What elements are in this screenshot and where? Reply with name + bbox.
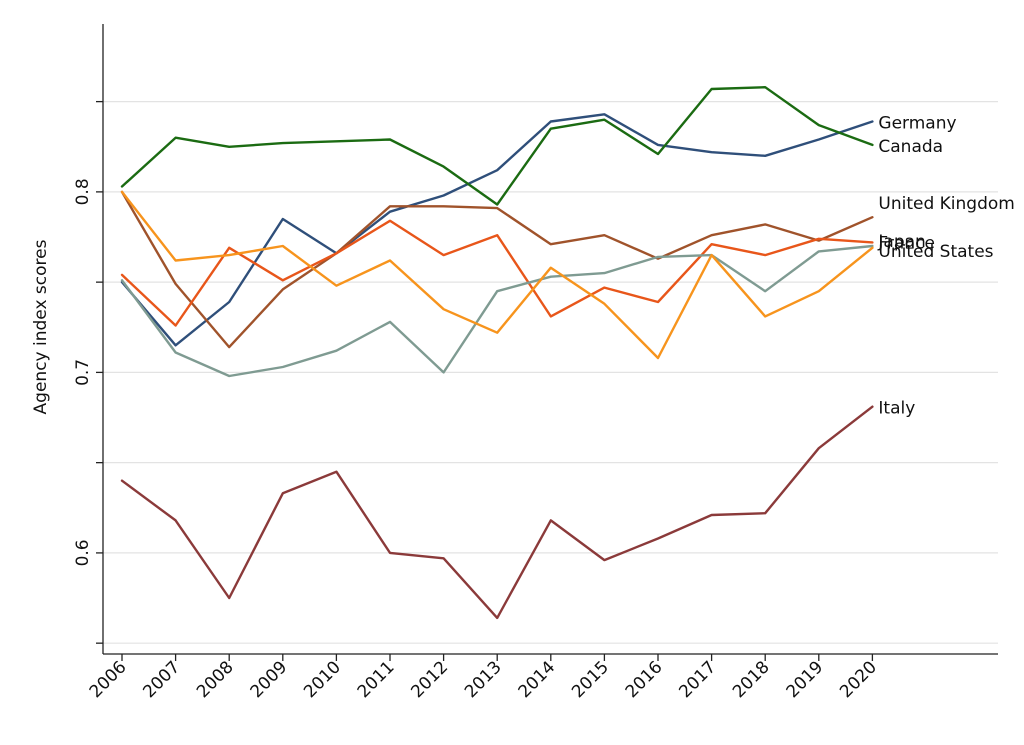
- x-tick-label: 2011: [354, 657, 399, 702]
- series-label-france: France: [878, 233, 935, 253]
- y-tick-label: 0.7: [73, 359, 93, 386]
- x-tick-label: 2012: [407, 657, 452, 702]
- y-axis-title: Agency index scores: [31, 239, 51, 414]
- series-line-united-states: [120, 190, 874, 360]
- x-tick-label: 2019: [783, 657, 828, 702]
- series-label-germany: Germany: [878, 113, 956, 133]
- series-line-united-kingdom: [120, 190, 874, 349]
- series-line-germany: [120, 113, 874, 347]
- x-tick-label: 2017: [675, 657, 720, 702]
- x-tick-label: 2007: [139, 657, 184, 702]
- x-tick-label: 2016: [622, 657, 667, 702]
- gridlines: [103, 101, 998, 644]
- series-line-france: [120, 219, 874, 327]
- x-tick-label: 2018: [729, 657, 774, 702]
- x-tick-label: 2013: [461, 657, 506, 702]
- series-lines: [120, 85, 874, 620]
- x-tick-label: 2008: [193, 657, 238, 702]
- x-tick-label: 2015: [568, 657, 613, 702]
- y-tick-label: 0.8: [73, 178, 93, 205]
- series-label-japan: Japan: [877, 232, 925, 252]
- series-label-united-states: United States: [878, 242, 993, 262]
- series-end-labels: Germany Canada United Kingdom FranceJapanUn…: [877, 113, 1014, 418]
- x-tick-label: 2020: [836, 657, 881, 702]
- x-tick-label: 2010: [300, 657, 345, 702]
- series-label-canada: Canada: [878, 137, 943, 157]
- y-tick-label: 0.6: [73, 539, 93, 566]
- series-label-italy: Italy: [878, 399, 915, 419]
- series-line-canada: [120, 85, 874, 206]
- series-line-italy: [120, 405, 874, 620]
- x-tick-label: 2006: [86, 657, 131, 702]
- series-label-united-kingdom: United Kingdom: [878, 194, 1014, 214]
- x-tick-label: 2009: [247, 657, 292, 702]
- x-tick-label: 2014: [515, 657, 560, 702]
- series-line-japan: [120, 244, 874, 378]
